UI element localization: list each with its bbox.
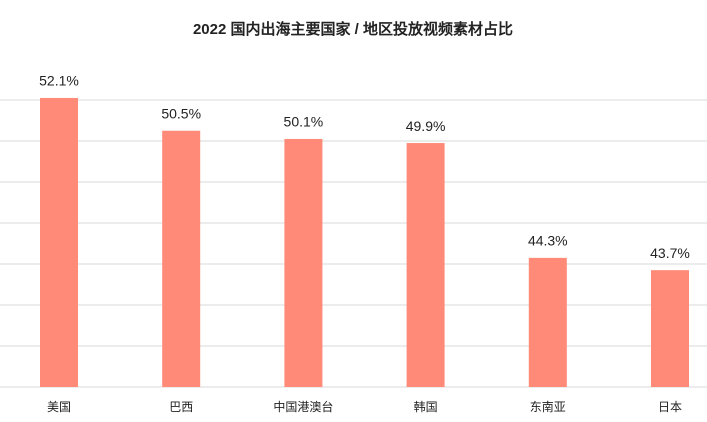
x-tick-label: 东南亚 (530, 399, 566, 414)
bar (651, 270, 689, 387)
bar (40, 97, 78, 387)
value-label: 50.1% (284, 114, 324, 130)
x-tick-label: 中国港澳台 (273, 399, 333, 414)
x-tick-label: 韩国 (414, 399, 438, 414)
bar (528, 257, 567, 387)
x-tick-label: 日本 (658, 400, 682, 414)
bar (162, 130, 201, 387)
value-label: 52.1% (39, 73, 79, 89)
x-tick-label: 美国 (47, 400, 71, 414)
bar (284, 138, 323, 387)
chart-title: 2022 国内出海主要国家 / 地区投放视频素材占比 (193, 20, 513, 38)
value-label: 44.3% (528, 233, 568, 249)
value-label: 49.9% (406, 118, 446, 134)
value-label: 43.7% (650, 245, 690, 261)
value-label: 50.5% (161, 105, 201, 121)
bar (406, 143, 445, 387)
x-tick-label: 巴西 (169, 400, 193, 414)
